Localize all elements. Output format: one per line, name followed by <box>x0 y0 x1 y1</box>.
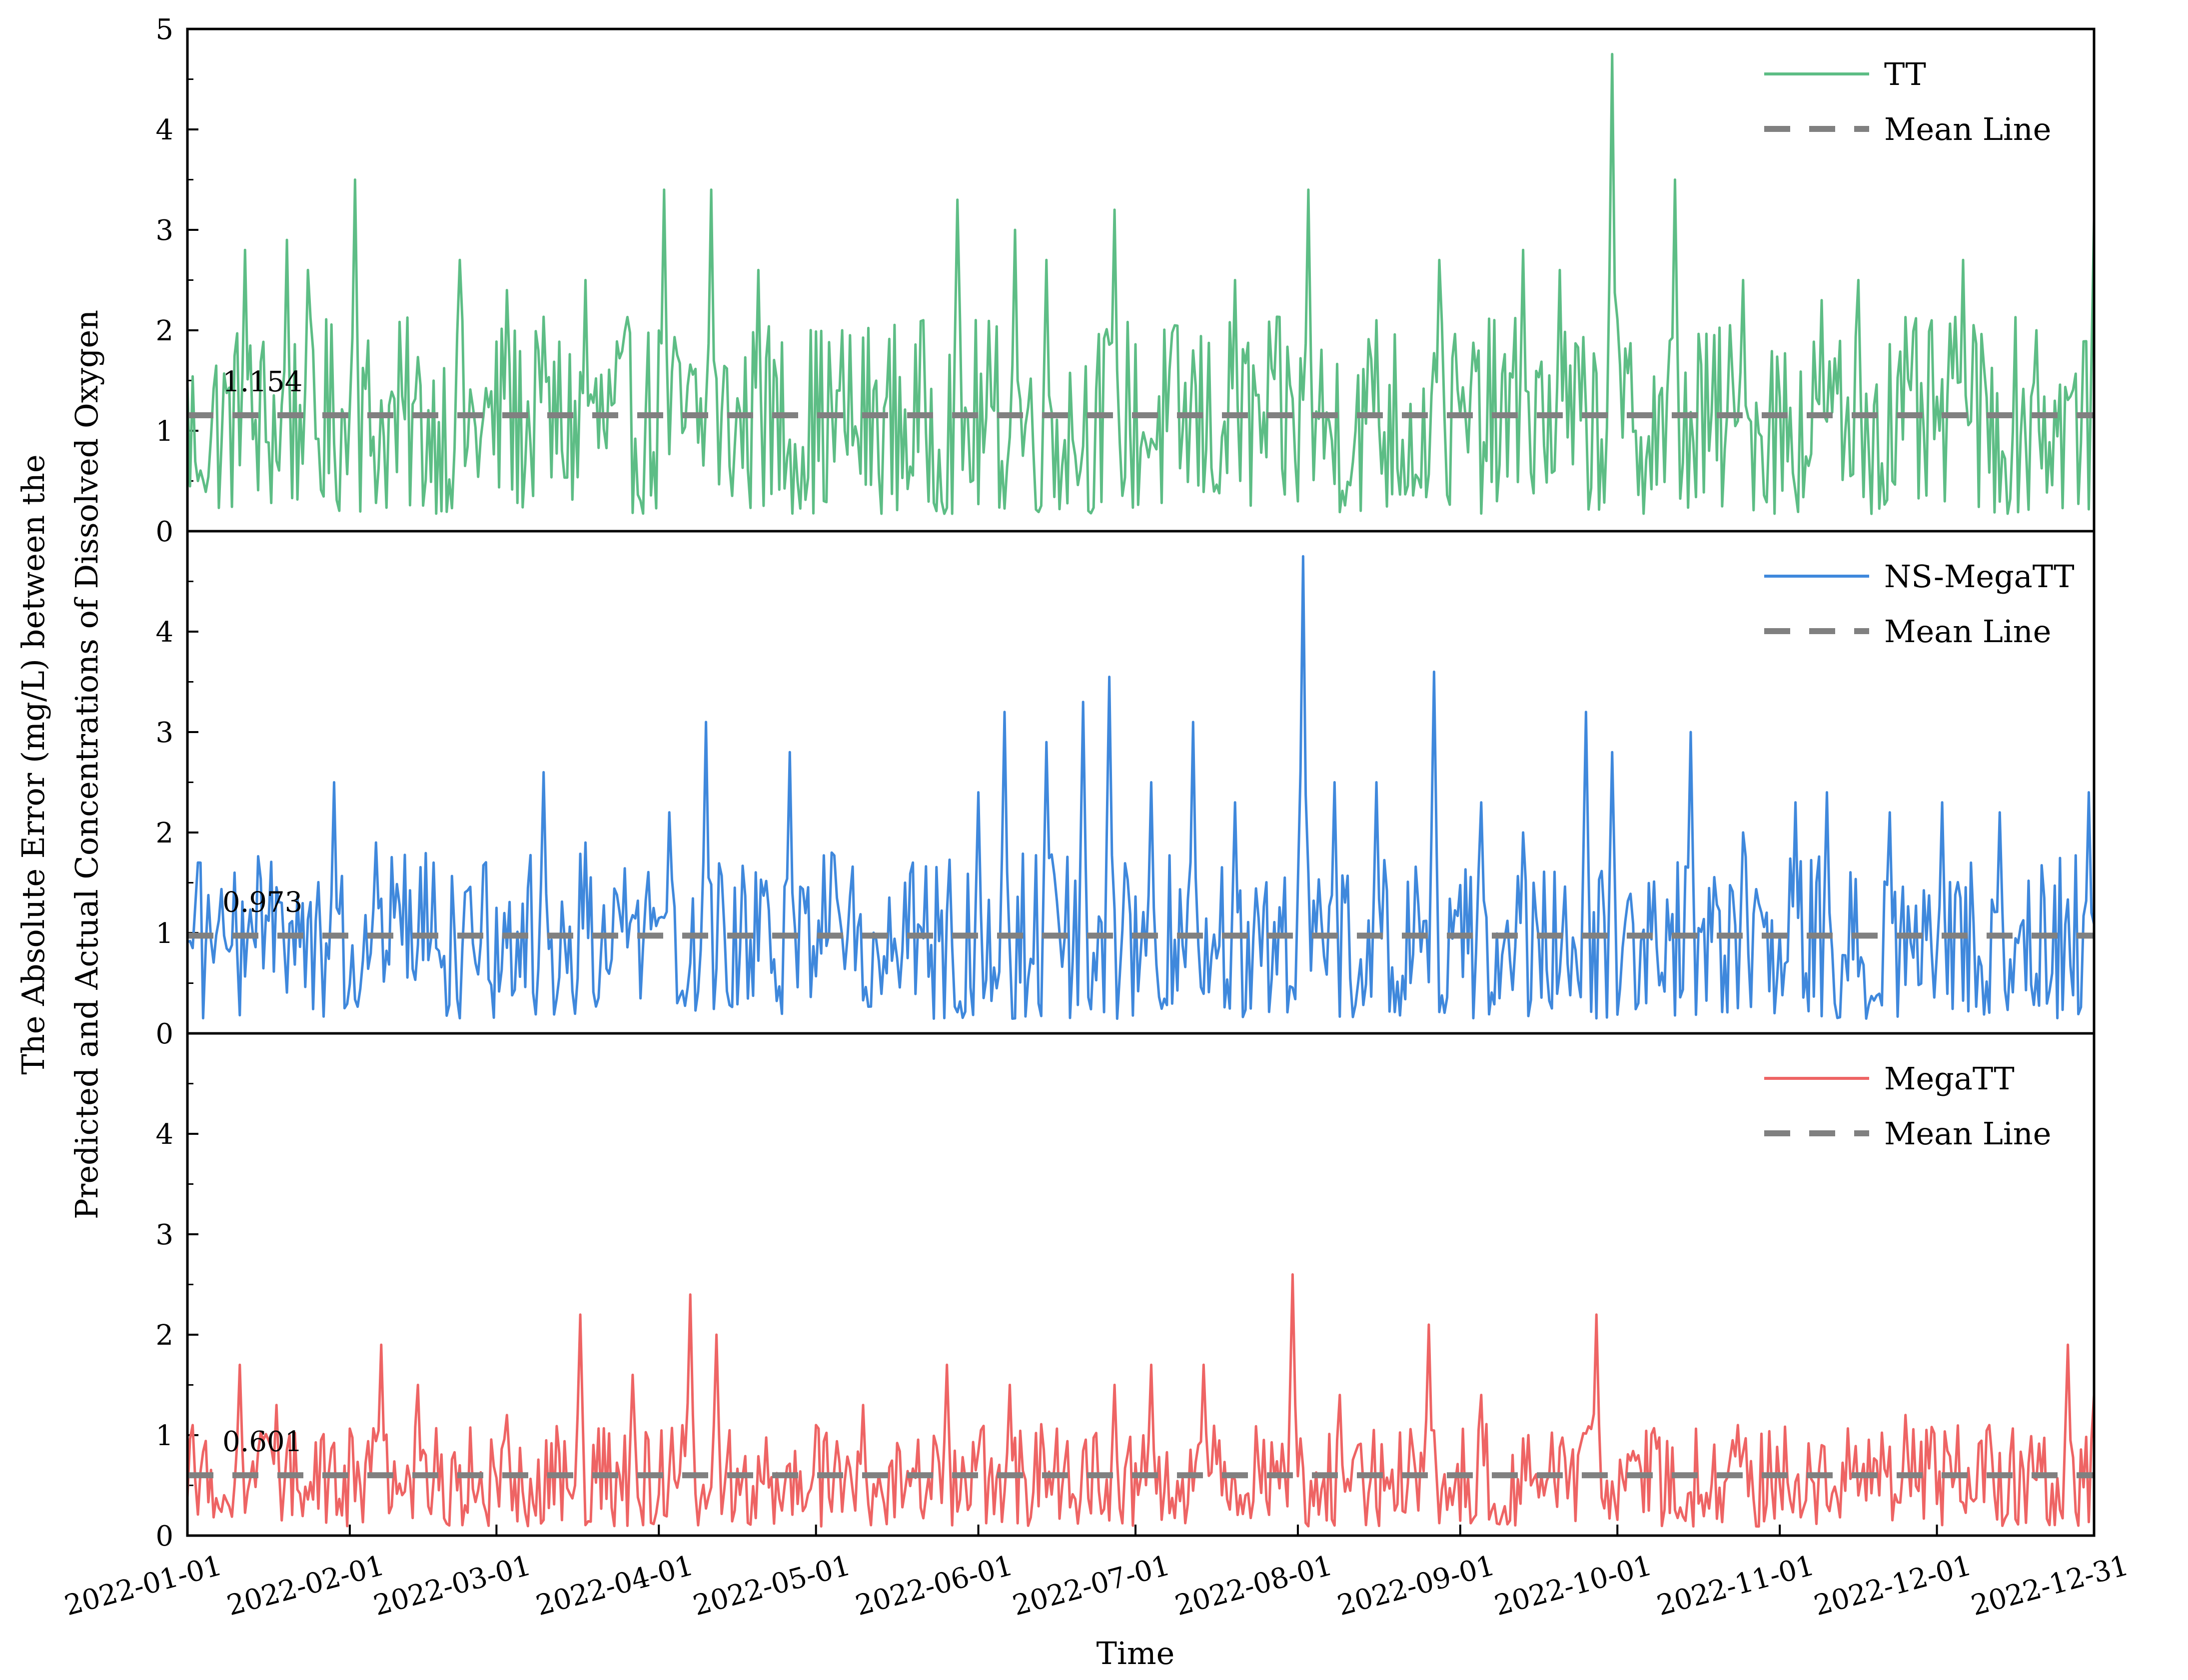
y-tick-label: 0 <box>155 1520 173 1553</box>
x-tick-label: 2022-11-01 <box>1654 1549 1818 1622</box>
plot-area: 0 1 2 3 4 5 1.154 TT Mean Line 0 1 2 3 4 0.973 NS-MegaT… <box>61 13 2132 1622</box>
y-tick-label: 3 <box>155 1219 173 1251</box>
x-tick-label: 2022-08-01 <box>1171 1549 1336 1622</box>
y-tick-label: 4 <box>155 616 173 649</box>
y-tick-label: 2 <box>155 817 173 849</box>
panel-megatt: 0 1 2 3 4 0.601 MegaTT Mean Line <box>155 1032 2096 1553</box>
panel-frame <box>186 1032 2096 1537</box>
y-tick-label: 2 <box>155 315 173 347</box>
y-axis-title-line-1: The Absolute Error (mg/L) between the <box>15 454 51 1074</box>
x-tick-label: 2022-04-01 <box>533 1549 697 1622</box>
x-tick-label: 2022-07-01 <box>1009 1549 1173 1622</box>
legend-label-series: NS-MegaTT <box>1884 558 2075 595</box>
x-tick-label: 2022-01-01 <box>61 1549 225 1622</box>
x-tick-label: 2022-03-01 <box>370 1549 535 1622</box>
legend-label-mean: Mean Line <box>1884 613 2051 650</box>
panel-ns-megatt: 0 1 2 3 4 0.973 NS-MegaTT Mean Line <box>155 530 2096 1050</box>
mean-value-label: 0.973 <box>222 886 302 918</box>
legend-label-mean: Mean Line <box>1884 1115 2051 1152</box>
x-tick-label: 2022-10-01 <box>1491 1549 1656 1622</box>
series-line-ns-megatt <box>187 555 2096 1020</box>
x-axis-title: Time <box>1096 1635 1175 1672</box>
mean-value-label: 0.601 <box>222 1426 302 1458</box>
series-line-megatt <box>186 1273 2096 1528</box>
y-tick-label: 1 <box>155 917 173 950</box>
x-tick-label: 2022-12-31 <box>1968 1549 2132 1622</box>
x-tick-label: 2022-02-01 <box>223 1549 388 1622</box>
y-axis-title-line-2: Predicted and Actual Concentrations of D… <box>68 310 105 1219</box>
legend-label-series: TT <box>1884 56 1926 92</box>
y-tick-label: 0 <box>155 1018 173 1050</box>
legend-label-mean: Mean Line <box>1884 111 2051 147</box>
mean-value-label: 1.154 <box>222 366 302 398</box>
series-line-tt <box>186 52 2096 515</box>
y-tick-label: 5 <box>155 13 173 46</box>
panel-tt: 0 1 2 3 4 5 1.154 TT Mean Line <box>155 13 2096 548</box>
x-tick-label: 2022-06-01 <box>852 1549 1017 1622</box>
legend-label-series: MegaTT <box>1884 1060 2015 1097</box>
y-tick-label: 2 <box>155 1319 173 1352</box>
y-tick-label: 1 <box>155 415 173 448</box>
x-tick-label: 2022-12-01 <box>1811 1549 1975 1622</box>
y-tick-label: 3 <box>155 717 173 749</box>
y-tick-label: 3 <box>155 214 173 247</box>
y-tick-label: 4 <box>155 1118 173 1151</box>
x-tick-label: 2022-05-01 <box>690 1549 854 1622</box>
y-tick-label: 1 <box>155 1420 173 1452</box>
x-tick-label: 2022-09-01 <box>1334 1549 1498 1622</box>
y-tick-label: 0 <box>155 516 173 548</box>
y-tick-label: 4 <box>155 114 173 146</box>
